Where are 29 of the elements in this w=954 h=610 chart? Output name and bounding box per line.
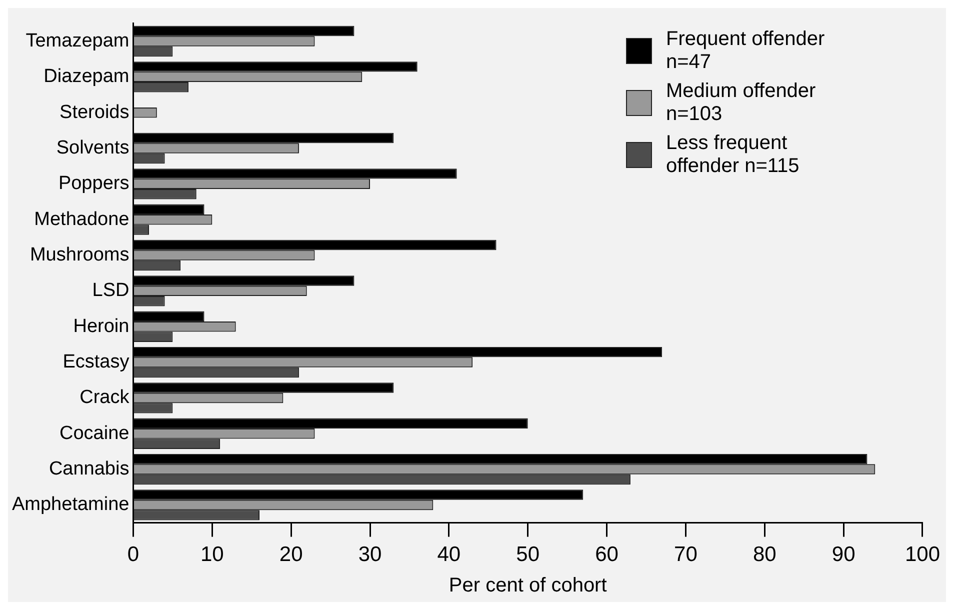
x-tick-label: 60 xyxy=(595,543,618,566)
y-tick-label: Diazepam xyxy=(44,66,130,88)
y-tick-label: Crack xyxy=(80,387,130,408)
x-tick-label: 0 xyxy=(127,543,140,566)
y-tick-label: Ecstasy xyxy=(62,352,130,373)
x-tick-label: 90 xyxy=(832,543,856,566)
y-tick-label: Amphetamine xyxy=(12,494,130,516)
x-tick-label: 10 xyxy=(200,543,224,566)
y-tick-label: Methadone xyxy=(34,208,130,230)
x-tick-label: 50 xyxy=(516,543,540,566)
x-tick-label: 80 xyxy=(752,543,776,566)
x-tick-label: 70 xyxy=(674,543,698,566)
y-tick-label: Cocaine xyxy=(60,422,130,444)
y-tick-label: Cannabis xyxy=(48,458,130,480)
x-axis-title: Per cent of cohort xyxy=(448,574,608,597)
legend-label: Less frequent offender n=115 xyxy=(666,132,800,178)
y-tick-label: LSD xyxy=(92,280,130,302)
y-tick-label: Solvents xyxy=(56,137,130,158)
y-tick-label: Temazepam xyxy=(26,30,130,52)
x-tick-label: 20 xyxy=(279,543,303,566)
x-tick-label: 100 xyxy=(904,543,940,566)
y-tick-label: Mushrooms xyxy=(30,244,130,266)
legend-label: Medium offender n=103 xyxy=(666,80,817,126)
x-tick-label: 30 xyxy=(358,543,382,566)
y-tick-label: Heroin xyxy=(73,316,130,337)
legend-label: Frequent offender n=47 xyxy=(666,28,826,74)
x-tick-label: 40 xyxy=(437,543,461,566)
y-tick-label: Steroids xyxy=(60,102,130,123)
y-tick-label: Poppers xyxy=(58,173,130,194)
